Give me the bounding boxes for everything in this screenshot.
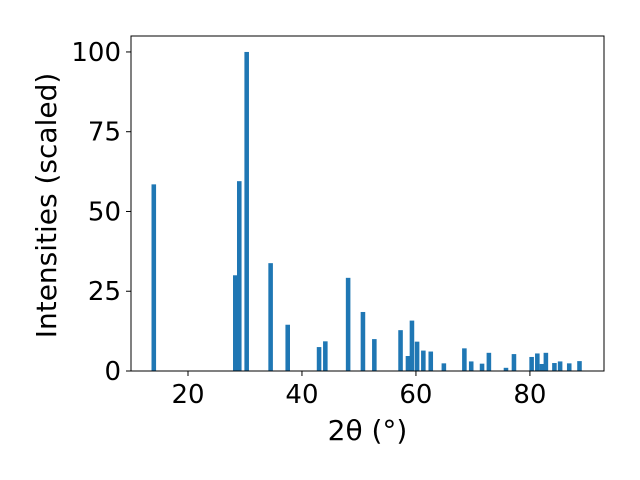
y-tick-label: 100 xyxy=(71,38,121,68)
x-tick-label: 80 xyxy=(513,380,546,410)
bar xyxy=(244,51,249,371)
x-axis-ticks: 20 40 60 80 xyxy=(171,371,546,410)
y-tick-label: 25 xyxy=(88,277,121,307)
bar xyxy=(398,330,403,371)
bar xyxy=(552,363,557,371)
bar xyxy=(268,263,273,371)
x-axis-label: 2θ (°) xyxy=(328,414,408,447)
bar xyxy=(539,363,545,371)
bar xyxy=(468,361,474,371)
bar xyxy=(323,341,328,371)
y-tick-label: 0 xyxy=(104,357,121,387)
bar xyxy=(535,353,540,371)
bar xyxy=(285,324,290,371)
bar xyxy=(316,347,322,371)
bar xyxy=(421,350,426,371)
bars-group xyxy=(151,51,582,371)
bar xyxy=(233,275,238,371)
bar xyxy=(428,351,434,371)
bar xyxy=(529,356,534,371)
x-tick-label: 60 xyxy=(399,380,432,410)
y-axis-ticks: 0 25 50 75 100 xyxy=(71,38,131,387)
bar xyxy=(372,339,377,371)
y-tick-label: 50 xyxy=(88,197,121,227)
bar xyxy=(405,356,411,371)
bar xyxy=(151,184,157,371)
bar xyxy=(360,311,366,371)
x-tick-label: 20 xyxy=(171,380,204,410)
bar xyxy=(236,181,242,371)
bar xyxy=(441,363,447,371)
bar xyxy=(566,363,572,371)
bar xyxy=(511,354,517,371)
x-tick-label: 40 xyxy=(285,380,318,410)
bar xyxy=(503,367,509,371)
y-tick-label: 75 xyxy=(88,118,121,148)
bar xyxy=(345,277,351,371)
bar xyxy=(486,352,492,371)
bar xyxy=(462,348,467,371)
y-axis-label: Intensities (scaled) xyxy=(30,73,63,339)
bar xyxy=(577,361,582,371)
bar xyxy=(543,352,549,371)
bar xyxy=(557,361,563,371)
bar xyxy=(479,363,485,371)
bar xyxy=(414,341,420,371)
axes-frame xyxy=(130,35,605,372)
bar xyxy=(409,320,415,371)
